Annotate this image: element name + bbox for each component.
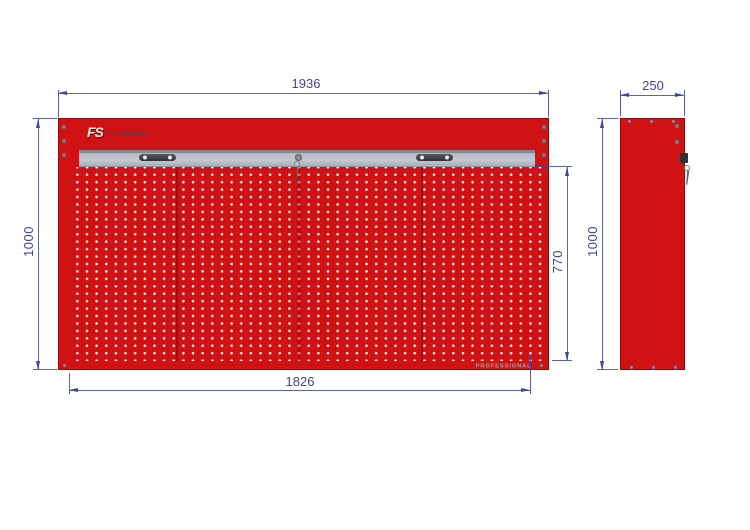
dim-arrow-icon [620,93,629,97]
dim-arrow-icon [565,167,569,176]
professional-label: PROFESSIONAL [476,362,532,369]
dim-arrow-icon [36,119,40,128]
screw-icon [672,120,675,123]
extension-line [33,118,57,119]
dim-arrow-icon [58,91,67,95]
screw-icon [674,366,677,369]
brand-logo-name: FAST SERVICE [104,130,149,137]
lock-knob-icon [295,154,302,161]
dimension-line [567,167,568,360]
brand-logo-abbr: FS [87,124,104,140]
key-shaft-icon [685,170,690,185]
dim-arrow-icon [539,91,548,95]
key-ring-icon [684,165,690,171]
lock-cylinder-icon [680,153,688,163]
mount-hole-icon [62,139,66,143]
screw-icon [630,366,633,369]
panel-seam [176,167,178,361]
dim-side-height-label: 1000 [585,226,600,257]
handle-left-icon [139,154,176,161]
mount-hole-icon [675,140,679,144]
pegboard [69,167,542,361]
dim-arrow-icon [600,361,604,370]
screw-icon [628,120,631,123]
extension-line [69,373,70,394]
extension-line [597,369,618,370]
mount-hole-icon [62,153,66,157]
dimension-line [621,95,684,96]
dim-front-height-label: 1000 [21,226,36,257]
extension-line [530,356,531,394]
screw-icon [63,364,66,367]
mount-hole-icon [542,139,546,143]
mount-hole-icon [62,125,66,129]
screw-icon [652,366,655,369]
dim-arrow-icon [565,352,569,361]
dim-arrow-icon [600,119,604,128]
handle-right-icon [416,154,453,161]
extension-line [597,118,618,119]
extension-line [620,90,621,116]
top-rail [79,150,535,167]
mount-hole-icon [542,153,546,157]
panel-seam [421,167,423,361]
mount-hole-icon [542,125,546,129]
dim-overall-width-label: 1936 [291,76,321,91]
extension-line [552,360,572,361]
side-view-panel [620,118,690,370]
extension-line [33,369,57,370]
panel-seam [298,167,300,361]
dimension-line [59,93,548,94]
dim-depth-label: 250 [642,78,664,93]
dimension-line [602,119,603,370]
extension-line [548,90,549,117]
key-icon [293,161,303,187]
dim-arrow-icon [36,361,40,370]
screw-icon [650,120,653,123]
screw-icon [540,364,543,367]
dim-pegboard-height-label: 770 [550,250,565,274]
extension-line [58,90,59,117]
extension-line [536,166,572,167]
dim-arrow-icon [69,388,78,392]
brand-logo: FS FAST SERVICE [87,124,175,140]
dimension-line [38,119,39,370]
extension-line [684,90,685,116]
key-icon [683,165,693,191]
mount-hole-icon [675,124,679,128]
dim-arrow-icon [521,388,530,392]
dimension-line [70,390,530,391]
key-ring-icon [294,161,300,167]
dim-arrow-icon [675,93,684,97]
dim-pegboard-width-label: 1826 [285,374,315,389]
front-view-panel: FS FAST SERVICE PROFESSIONAL [58,118,549,370]
